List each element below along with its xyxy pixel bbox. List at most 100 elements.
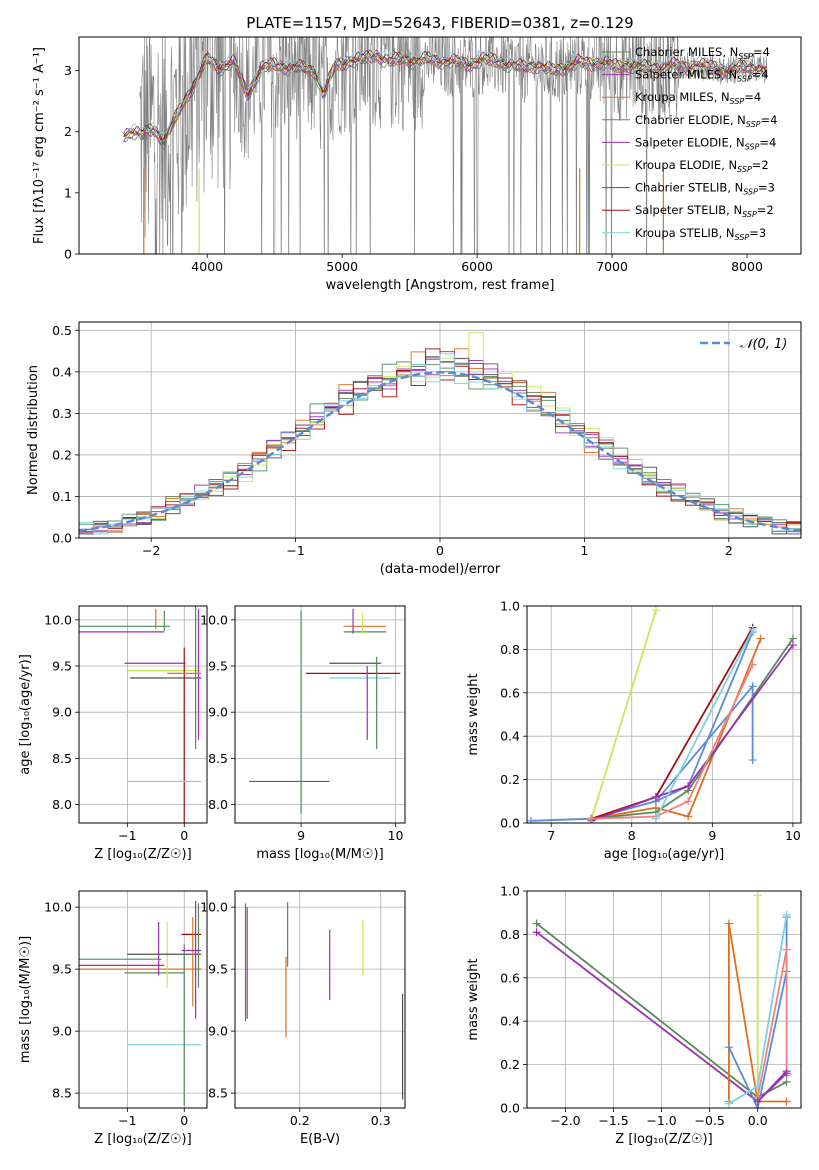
mass-vs-Z-plot-area (79, 900, 202, 1106)
x-tick-label: −1 (118, 1113, 136, 1128)
y-tick-label: 8.5 (52, 1086, 72, 1101)
mass-vs-EBV-x-axis-label: E(B-V) (300, 1132, 340, 1147)
legend-label: Salpeter ELODIE, NSSP=4 (635, 135, 776, 151)
mass-weight-vs-age-y-axis-label: mass weight (466, 673, 481, 755)
x-tick-label: 10 (388, 828, 404, 843)
mass-weight-vs-Z-axes-frame (526, 890, 802, 1109)
y-tick-label: 9.0 (52, 705, 72, 720)
x-tick-label: 8 (628, 828, 636, 843)
x-tick-label: 1 (580, 543, 588, 558)
mass-weight-marker (532, 919, 541, 928)
observed-spectrum-line (139, 37, 768, 254)
age-vs-Z-y-axis-label: age [log₁₀(age/yr)] (18, 654, 33, 775)
legend-label: Salpeter STELIB, NSSP=2 (635, 203, 774, 219)
mass-weight-marker (527, 816, 536, 823)
y-tick-label: 0.2 (52, 447, 72, 462)
mass-vs-Z-y-axis-label: mass [log₁₀(M/M☉)] (18, 936, 33, 1063)
y-tick-label: 10.0 (44, 900, 72, 915)
legend-item: Salpeter ELODIE, NSSP=4 (602, 135, 776, 151)
y-tick-label: 10.0 (200, 900, 228, 915)
legend-item: Chabrier ELODIE, NSSP=4 (602, 113, 777, 129)
model-spectrum-line (123, 49, 767, 142)
age-vs-mass-x-axis-label: mass [log₁₀(M/M☉)] (256, 847, 383, 862)
spectrum-axes-frame (78, 36, 802, 255)
y-tick-label: 9.5 (208, 962, 228, 977)
age-vs-Z-axes-frame (78, 605, 208, 824)
x-tick-label: 9 (297, 828, 305, 843)
y-tick-label: 10.0 (44, 612, 72, 627)
spectrum-panel: 4000 5000 6000 7000 8000 0 1 2 3 wavelength [Angs… (32, 36, 802, 293)
mass-weight-vs-Z-panel: −2.0 −1.5 −1.0 −0.5 0.0 0.0 0.2 0.4 0.6 0.8 1.0 Z [… (466, 884, 802, 1147)
mass-weight-marker (748, 756, 757, 765)
mass-weight-vs-age-panel: 7 8 9 10 0.0 0.2 0.4 0.6 0.8 1.0 age [log₁₀(age/yr… (466, 599, 802, 862)
age-vs-Z-x-axis-label: Z [log₁₀(Z/Z☉)] (94, 847, 191, 862)
x-tick-label: 8000 (731, 259, 763, 274)
mass-weight-marker (724, 1099, 733, 1108)
y-tick-label: 1 (64, 185, 72, 200)
mass-weight-marker (748, 660, 757, 669)
y-tick-label: 0.4 (52, 364, 72, 379)
age-vs-mass-panel: 9 10 8.0 8.5 9.0 9.5 10.0 mass [log₁₀(M/M☉)] (200, 605, 406, 862)
residuals-x-axis-label: (data-model)/error (380, 562, 501, 577)
mass-weight-marker (651, 792, 660, 801)
mass-weight-vs-age-axes-frame (526, 605, 802, 824)
x-tick-label: −1 (118, 828, 136, 843)
x-tick-label: 0 (436, 543, 444, 558)
y-tick-label: 9.5 (208, 659, 228, 674)
y-tick-label: 9.0 (208, 705, 228, 720)
x-tick-label: −2 (142, 543, 160, 558)
legend-item: Kroupa STELIB, NSSP=3 (602, 226, 766, 242)
mass-weight-marker (724, 919, 733, 928)
y-tick-label: 0.6 (500, 970, 520, 985)
model-spectrum-line (123, 49, 767, 146)
spectrum-legend: Chabrier MILES, NSSP=4 Salpeter MILES, NS… (602, 45, 777, 242)
y-tick-label: 0.0 (500, 816, 520, 831)
y-tick-label: 2 (64, 124, 72, 139)
age-vs-mass-axes-frame (234, 605, 406, 824)
legend-item: Chabrier STELIB, NSSP=3 (602, 181, 775, 197)
residuals-y-axis-label: Normed distribution (26, 365, 41, 495)
figure-title: PLATE=1157, MJD=52643, FIBERID=0381, z=0… (246, 14, 633, 32)
y-tick-label: 9.5 (52, 659, 72, 674)
x-tick-label: −1.0 (646, 1113, 676, 1128)
x-tick-label: −1 (286, 543, 304, 558)
age-vs-mass-plot-area (249, 608, 401, 814)
mass-vs-Z-panel: −1 0 8.5 9.0 9.5 10.0 Z [log₁₀(Z/Z☉)] mass [log… (18, 890, 208, 1147)
mass-weight-marker (651, 606, 660, 615)
mass-weight-line (728, 917, 788, 1108)
mass-weight-marker (753, 1097, 762, 1106)
model-spectrum-line (123, 55, 767, 151)
model-spectrum-line (123, 56, 767, 145)
x-tick-label: −2.0 (550, 1113, 580, 1128)
mass-vs-EBV-panel: 0.2 0.3 8.5 9.0 9.5 10.0 E(B-V) (200, 890, 406, 1147)
y-tick-label: 0.4 (500, 729, 520, 744)
y-tick-label: 9.5 (52, 962, 72, 977)
mass-weight-vs-age-x-axis-label: age [log₁₀(age/yr)] (604, 847, 725, 862)
x-tick-label: 6000 (461, 259, 493, 274)
mass-weight-marker (748, 682, 757, 691)
x-tick-label: 0.3 (371, 1113, 391, 1128)
x-tick-label: 9 (708, 828, 716, 843)
mass-weight-line (655, 629, 754, 820)
legend-item: Chabrier MILES, NSSP=4 (602, 45, 770, 61)
y-tick-label: 0.4 (500, 1014, 520, 1029)
y-tick-label: 8.5 (52, 751, 72, 766)
mass-weight-marker (651, 814, 660, 823)
y-tick-label: 8.5 (208, 751, 228, 766)
y-tick-label: 0.8 (500, 642, 520, 657)
mass-weight-line (591, 664, 754, 820)
legend-label: Kroupa ELODIE, NSSP=2 (635, 158, 769, 174)
y-tick-label: 0 (64, 247, 72, 262)
legend-label: Salpeter MILES, NSSP=4 (635, 68, 769, 84)
y-tick-label: 0.6 (500, 685, 520, 700)
legend-item: Salpeter STELIB, NSSP=2 (602, 203, 774, 219)
mass-weight-marker (684, 782, 693, 791)
mass-weight-line (728, 923, 787, 1103)
y-tick-label: 0.0 (500, 1101, 520, 1116)
y-tick-label: 0.2 (500, 772, 520, 787)
mass-weight-marker (748, 625, 757, 634)
y-tick-label: 8.0 (52, 797, 72, 812)
residuals-panel: −2 −1 0 1 2 0.0 0.1 0.2 0.3 0.4 0.5 (data-model)/er… (26, 321, 802, 577)
x-tick-label: −0.5 (694, 1113, 724, 1128)
